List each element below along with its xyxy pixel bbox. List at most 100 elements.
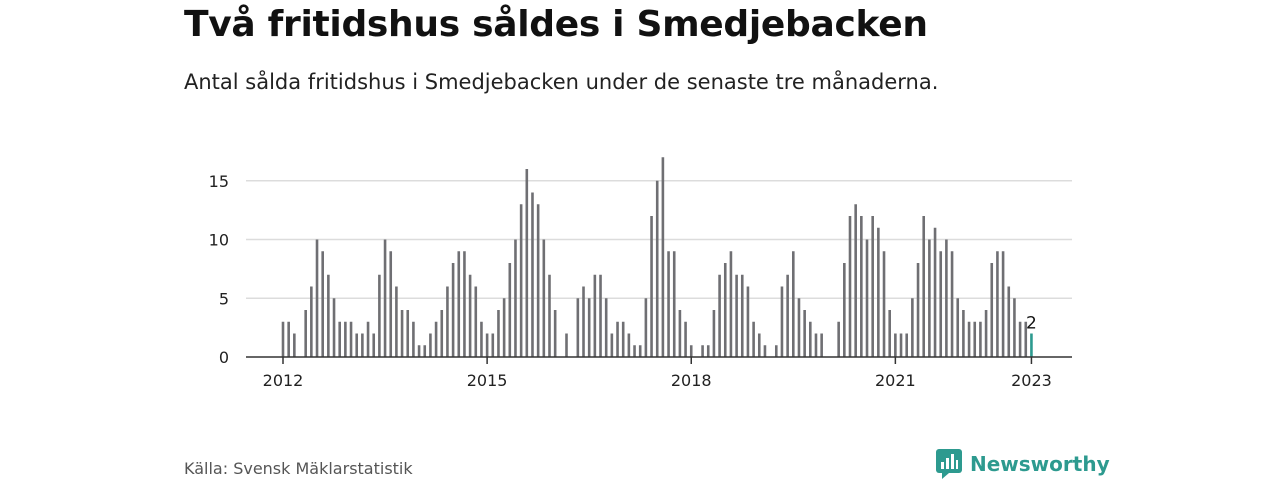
bar [327,274,330,357]
bar [616,321,619,357]
bar [1013,298,1016,357]
bar [366,321,370,357]
bar [990,263,994,357]
bar [315,239,319,357]
bar [604,298,608,357]
bar [701,345,704,357]
bar [718,274,721,357]
bar [468,274,472,357]
bar [304,310,307,357]
y-tick-label: 15 [209,172,229,191]
bar [973,321,977,357]
bar [457,251,461,357]
bar [491,333,495,357]
chart-subtitle: Antal sålda fritidshus i Smedjebacken un… [184,70,939,94]
bar [939,251,943,357]
bar [945,239,948,357]
bar [894,333,897,357]
bar [1007,286,1011,357]
bar [655,180,659,357]
x-tick-label: 2021 [875,371,916,390]
bar [434,321,438,357]
bar [400,310,404,357]
bar [757,333,761,357]
x-tick-label: 2012 [263,371,304,390]
bar [508,263,512,357]
bar [293,333,296,357]
bar [565,333,568,357]
bar [389,251,393,357]
bar [723,263,727,357]
bar [349,321,353,357]
bar [372,333,376,357]
chart-title: Två fritidshus såldes i Smedjebacken [184,4,928,45]
bar [519,204,523,357]
bar [474,286,478,357]
bar [502,298,506,357]
bar [633,345,636,357]
bar [531,192,534,357]
bar [780,286,784,357]
bar [763,345,767,357]
bar [451,263,455,357]
bar [355,333,359,357]
bar [689,345,693,357]
bar [740,274,744,357]
bar [678,310,682,357]
bar [661,157,665,357]
bar [809,321,812,357]
bar [746,286,750,357]
bar [514,239,517,357]
grid-lines [246,180,1072,299]
bar [587,298,591,357]
bar [480,321,483,357]
bar [979,321,982,357]
bar [735,274,738,357]
bar [542,239,546,357]
bar [463,251,466,357]
bar [395,286,398,357]
bar [423,345,427,357]
bar [610,333,614,357]
bar [667,251,670,357]
x-tick-label: 2015 [467,371,508,390]
bar [287,321,290,357]
bar [406,310,410,357]
y-tick-label: 5 [219,289,229,308]
annotations: 2 [1026,314,1037,334]
bar [916,263,920,357]
bar [485,333,489,357]
bar [332,298,336,357]
bar [383,239,387,357]
bar [1024,321,1028,357]
bar [996,251,999,357]
bar [638,345,642,357]
highlight-value-label: 2 [1026,314,1037,334]
brand-logo: Newsworthy [936,448,1110,480]
bar [684,321,687,357]
bar [576,298,580,357]
bar [644,298,648,357]
bar [621,321,625,357]
bar [712,310,716,357]
source-note: Källa: Svensk Mäklarstatistik [184,459,413,478]
bar [429,333,432,357]
bar [417,345,421,357]
y-tick-label: 0 [219,348,229,367]
bar [933,227,937,357]
bar [446,286,449,357]
y-axis-labels: 0 5 10 15 [209,172,229,367]
bar [956,298,960,357]
bar [877,227,880,357]
bar [967,321,971,357]
bar [1018,321,1022,357]
bar [281,321,285,357]
bar [928,239,931,357]
bar [899,333,903,357]
bar [310,286,313,357]
bar [497,310,500,357]
bar [860,216,863,357]
bar [672,251,676,357]
bar-chart: 0 5 10 15 2012 2015 2018 2021 2023 2 [209,157,1072,390]
bar [752,321,755,357]
